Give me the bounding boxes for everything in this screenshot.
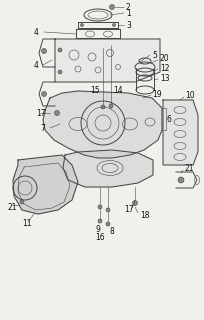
- Circle shape: [98, 205, 102, 209]
- Polygon shape: [13, 155, 78, 214]
- Text: 17: 17: [123, 205, 133, 214]
- Circle shape: [105, 208, 110, 212]
- Text: 4: 4: [34, 28, 39, 36]
- Text: 1: 1: [125, 9, 130, 18]
- Text: 16: 16: [95, 233, 104, 242]
- Text: 6: 6: [166, 115, 171, 124]
- Text: 3: 3: [125, 20, 130, 29]
- Text: 21: 21: [8, 204, 17, 212]
- Text: 15: 15: [90, 85, 99, 94]
- Text: 20: 20: [159, 53, 169, 62]
- Text: 14: 14: [112, 85, 122, 94]
- Text: 7: 7: [40, 124, 45, 132]
- Circle shape: [80, 23, 83, 27]
- Circle shape: [58, 70, 62, 74]
- Text: 12: 12: [159, 63, 169, 73]
- Text: 8: 8: [110, 228, 114, 236]
- Circle shape: [41, 49, 46, 53]
- Circle shape: [58, 48, 62, 52]
- Circle shape: [101, 105, 104, 109]
- Text: 2: 2: [125, 3, 130, 12]
- Circle shape: [132, 201, 137, 205]
- Text: 4: 4: [34, 60, 39, 69]
- Circle shape: [105, 222, 110, 226]
- Circle shape: [98, 219, 102, 223]
- Text: 18: 18: [139, 212, 149, 220]
- Text: 11: 11: [22, 220, 31, 228]
- Text: 5: 5: [151, 51, 156, 60]
- Text: 19: 19: [151, 90, 161, 99]
- Circle shape: [112, 23, 115, 27]
- Circle shape: [54, 110, 59, 116]
- Text: 9: 9: [95, 226, 100, 235]
- Circle shape: [41, 92, 46, 97]
- Polygon shape: [55, 39, 159, 82]
- Polygon shape: [63, 150, 152, 187]
- Circle shape: [109, 4, 114, 10]
- Polygon shape: [162, 100, 197, 165]
- Text: 17: 17: [36, 108, 45, 117]
- Text: 21: 21: [184, 164, 194, 172]
- Polygon shape: [43, 91, 161, 158]
- Circle shape: [109, 104, 112, 108]
- Circle shape: [177, 177, 183, 183]
- Text: 13: 13: [159, 74, 169, 83]
- Circle shape: [20, 200, 24, 204]
- Text: 10: 10: [184, 91, 194, 100]
